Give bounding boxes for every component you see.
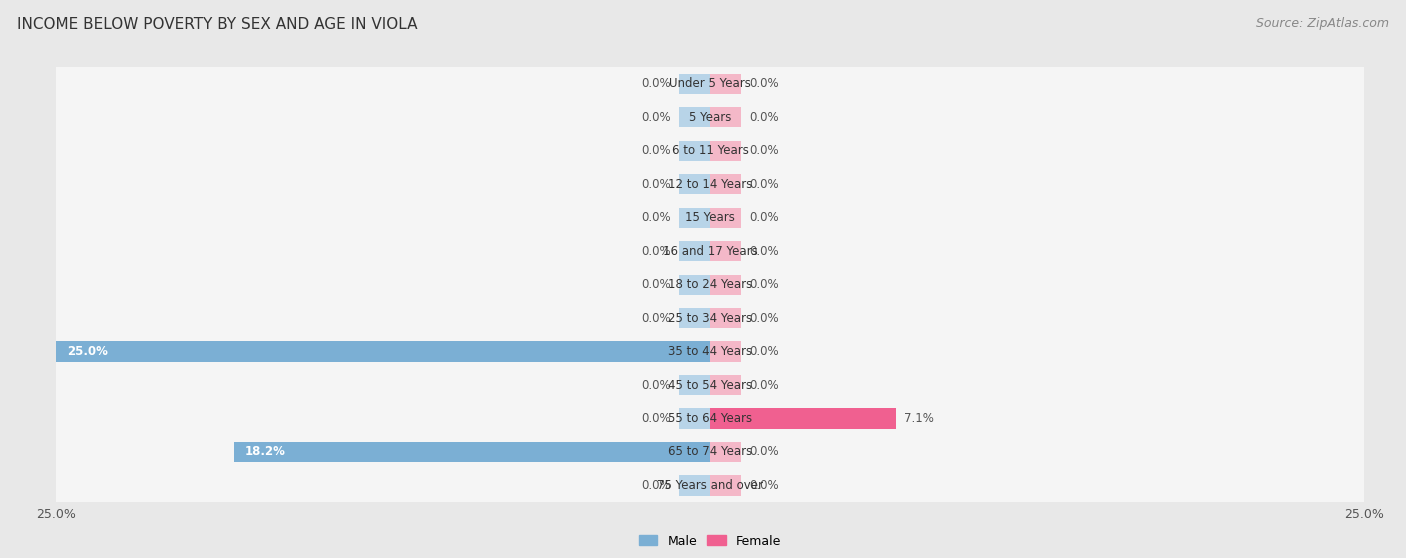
Text: 55 to 64 Years: 55 to 64 Years	[668, 412, 752, 425]
Text: 5 Years: 5 Years	[689, 110, 731, 124]
Text: 0.0%: 0.0%	[749, 110, 779, 124]
Bar	[679, 375, 710, 395]
Text: 0.0%: 0.0%	[641, 244, 671, 258]
Bar	[710, 107, 741, 127]
Bar	[710, 74, 741, 94]
Text: 0.0%: 0.0%	[641, 144, 671, 157]
Bar	[710, 308, 741, 328]
Text: 25 to 34 Years: 25 to 34 Years	[668, 311, 752, 325]
Bar	[679, 308, 710, 328]
Text: 0.0%: 0.0%	[641, 479, 671, 492]
Text: 18.2%: 18.2%	[245, 445, 285, 459]
Text: 0.0%: 0.0%	[749, 144, 779, 157]
FancyBboxPatch shape	[52, 267, 1368, 302]
Text: 0.0%: 0.0%	[641, 177, 671, 191]
Bar	[710, 208, 741, 228]
Text: 0.0%: 0.0%	[641, 278, 671, 291]
Bar	[710, 341, 741, 362]
Text: 0.0%: 0.0%	[749, 177, 779, 191]
Text: 0.0%: 0.0%	[749, 345, 779, 358]
Text: 35 to 44 Years: 35 to 44 Years	[668, 345, 752, 358]
Bar	[710, 275, 741, 295]
Text: 7.1%: 7.1%	[904, 412, 934, 425]
Bar	[710, 174, 741, 194]
Bar	[679, 241, 710, 261]
Bar	[679, 74, 710, 94]
FancyBboxPatch shape	[52, 300, 1368, 336]
FancyBboxPatch shape	[52, 133, 1368, 169]
FancyBboxPatch shape	[52, 434, 1368, 470]
Text: 75 Years and over: 75 Years and over	[657, 479, 763, 492]
Text: 0.0%: 0.0%	[749, 77, 779, 90]
Text: 0.0%: 0.0%	[749, 479, 779, 492]
Text: 12 to 14 Years: 12 to 14 Years	[668, 177, 752, 191]
Text: 16 and 17 Years: 16 and 17 Years	[662, 244, 758, 258]
FancyBboxPatch shape	[52, 334, 1368, 369]
FancyBboxPatch shape	[52, 66, 1368, 102]
Bar	[679, 141, 710, 161]
Bar	[679, 408, 710, 429]
FancyBboxPatch shape	[52, 233, 1368, 269]
FancyBboxPatch shape	[52, 468, 1368, 503]
FancyBboxPatch shape	[52, 99, 1368, 135]
Bar	[710, 475, 741, 496]
Text: INCOME BELOW POVERTY BY SEX AND AGE IN VIOLA: INCOME BELOW POVERTY BY SEX AND AGE IN V…	[17, 17, 418, 32]
FancyBboxPatch shape	[52, 367, 1368, 403]
Text: 0.0%: 0.0%	[749, 211, 779, 224]
Bar	[710, 241, 741, 261]
Text: 0.0%: 0.0%	[641, 110, 671, 124]
Bar	[679, 208, 710, 228]
Bar	[679, 107, 710, 127]
FancyBboxPatch shape	[52, 200, 1368, 235]
Text: 0.0%: 0.0%	[641, 77, 671, 90]
Text: Under 5 Years: Under 5 Years	[669, 77, 751, 90]
Bar	[679, 275, 710, 295]
Legend: Male, Female: Male, Female	[634, 530, 786, 552]
Bar	[710, 375, 741, 395]
Text: 15 Years: 15 Years	[685, 211, 735, 224]
Text: 0.0%: 0.0%	[641, 378, 671, 392]
Text: 0.0%: 0.0%	[749, 378, 779, 392]
Text: 18 to 24 Years: 18 to 24 Years	[668, 278, 752, 291]
Text: 0.0%: 0.0%	[641, 412, 671, 425]
Text: 0.0%: 0.0%	[749, 311, 779, 325]
Bar	[710, 408, 896, 429]
Bar	[679, 475, 710, 496]
Bar	[679, 174, 710, 194]
Text: 0.0%: 0.0%	[749, 244, 779, 258]
Text: 0.0%: 0.0%	[641, 211, 671, 224]
Text: 65 to 74 Years: 65 to 74 Years	[668, 445, 752, 459]
Text: 0.0%: 0.0%	[641, 311, 671, 325]
Bar	[56, 341, 710, 362]
Bar	[233, 442, 710, 462]
Text: 45 to 54 Years: 45 to 54 Years	[668, 378, 752, 392]
FancyBboxPatch shape	[52, 401, 1368, 436]
Text: 6 to 11 Years: 6 to 11 Years	[672, 144, 748, 157]
Bar	[710, 442, 741, 462]
Text: 0.0%: 0.0%	[749, 445, 779, 459]
Text: 0.0%: 0.0%	[749, 278, 779, 291]
Text: 25.0%: 25.0%	[66, 345, 108, 358]
Bar	[710, 141, 741, 161]
FancyBboxPatch shape	[52, 166, 1368, 202]
Text: Source: ZipAtlas.com: Source: ZipAtlas.com	[1256, 17, 1389, 30]
